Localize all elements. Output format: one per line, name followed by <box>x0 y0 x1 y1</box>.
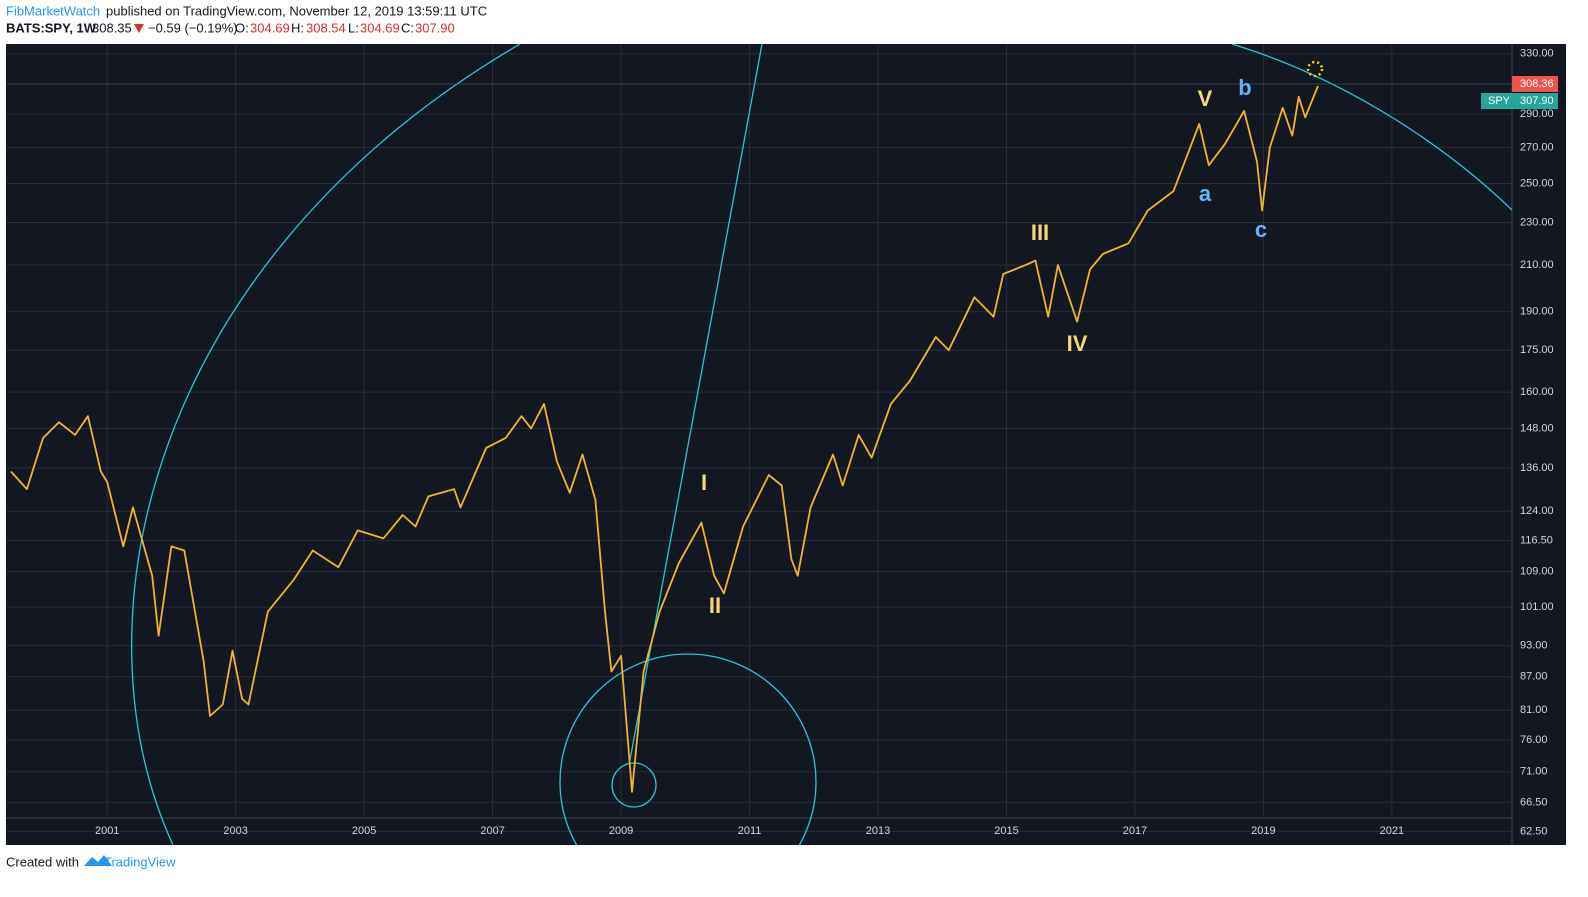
footer-text: Created with <box>6 854 79 869</box>
high: 308.54 <box>306 20 346 35</box>
y-tick-label: 93.00 <box>1520 640 1548 652</box>
low: 304.69 <box>360 20 400 35</box>
x-tick-label: 2003 <box>223 825 247 837</box>
y-tick-label: 76.00 <box>1520 734 1548 746</box>
series-name: SPY <box>1488 95 1511 107</box>
wave-label: c <box>1255 217 1267 242</box>
y-tick-label: 270.00 <box>1520 141 1554 153</box>
low-label: L: <box>348 20 359 35</box>
x-tick-label: 2017 <box>1123 825 1147 837</box>
high-tag: 308.36 <box>1520 78 1554 90</box>
y-tick-label: 101.00 <box>1520 601 1554 613</box>
fib-arc <box>1231 44 1512 211</box>
x-tick-label: 2015 <box>994 825 1018 837</box>
y-tick-label: 250.00 <box>1520 177 1554 189</box>
fib-arc <box>131 44 521 845</box>
y-tick-label: 62.50 <box>1520 825 1548 837</box>
high-label: H: <box>291 20 304 35</box>
close-tag: 307.90 <box>1520 95 1554 107</box>
y-tick-label: 175.00 <box>1520 344 1554 356</box>
x-tick-label: 2011 <box>738 825 762 837</box>
marker <box>1306 60 1324 78</box>
wave-label: I <box>701 470 707 495</box>
y-tick-label: 87.00 <box>1520 671 1548 683</box>
y-tick-label: 148.00 <box>1520 422 1554 434</box>
x-tick-label: 2021 <box>1380 825 1404 837</box>
y-tick-label: 290.00 <box>1520 108 1554 120</box>
x-tick-label: 2009 <box>609 825 633 837</box>
y-tick-label: 71.00 <box>1520 766 1548 778</box>
x-tick-label: 2001 <box>95 825 119 837</box>
y-tick-label: 190.00 <box>1520 306 1554 318</box>
wave-label: IV <box>1067 331 1088 356</box>
close-label: C: <box>401 20 414 35</box>
wave-label: III <box>1031 220 1049 245</box>
open-label: O: <box>235 20 249 35</box>
y-tick-label: 116.50 <box>1520 534 1553 546</box>
wave-label: II <box>709 593 721 618</box>
y-tick-label: 109.00 <box>1520 565 1554 577</box>
y-tick-label: 330.00 <box>1520 48 1554 60</box>
close-tag-bg <box>1481 93 1558 109</box>
chart-bg <box>6 44 1566 845</box>
y-tick-label: 66.50 <box>1520 796 1548 808</box>
footer-brand[interactable]: TradingView <box>104 854 176 869</box>
x-tick-label: 2005 <box>352 825 376 837</box>
price-line <box>10 85 1319 793</box>
y-tick-label: 81.00 <box>1520 704 1548 716</box>
y-tick-label: 230.00 <box>1520 216 1554 228</box>
x-tick-label: 2007 <box>480 825 504 837</box>
symbol: BATS:SPY, 1W <box>6 20 97 35</box>
y-tick-label: 136.00 <box>1520 462 1554 474</box>
y-tick-label: 124.00 <box>1520 505 1554 517</box>
high-tag-bg <box>1512 76 1558 92</box>
wave-label: V <box>1198 86 1213 111</box>
x-tick-label: 2013 <box>866 825 890 837</box>
published: published on TradingView.com, November 1… <box>106 3 487 18</box>
x-tick-label: 2019 <box>1251 825 1275 837</box>
price: 308.35 <box>92 20 132 35</box>
author[interactable]: FibMarketWatch <box>6 3 100 18</box>
open: 304.69 <box>250 20 290 35</box>
wave-label: b <box>1238 75 1251 100</box>
change: −0.59 (−0.19%) <box>148 20 238 35</box>
down-arrow <box>134 24 144 33</box>
fib-circle <box>559 653 817 845</box>
close: 307.90 <box>415 20 455 35</box>
wave-label: a <box>1199 181 1212 206</box>
y-tick-label: 160.00 <box>1520 386 1554 398</box>
logo <box>84 855 112 866</box>
y-tick-label: 210.00 <box>1520 259 1554 271</box>
